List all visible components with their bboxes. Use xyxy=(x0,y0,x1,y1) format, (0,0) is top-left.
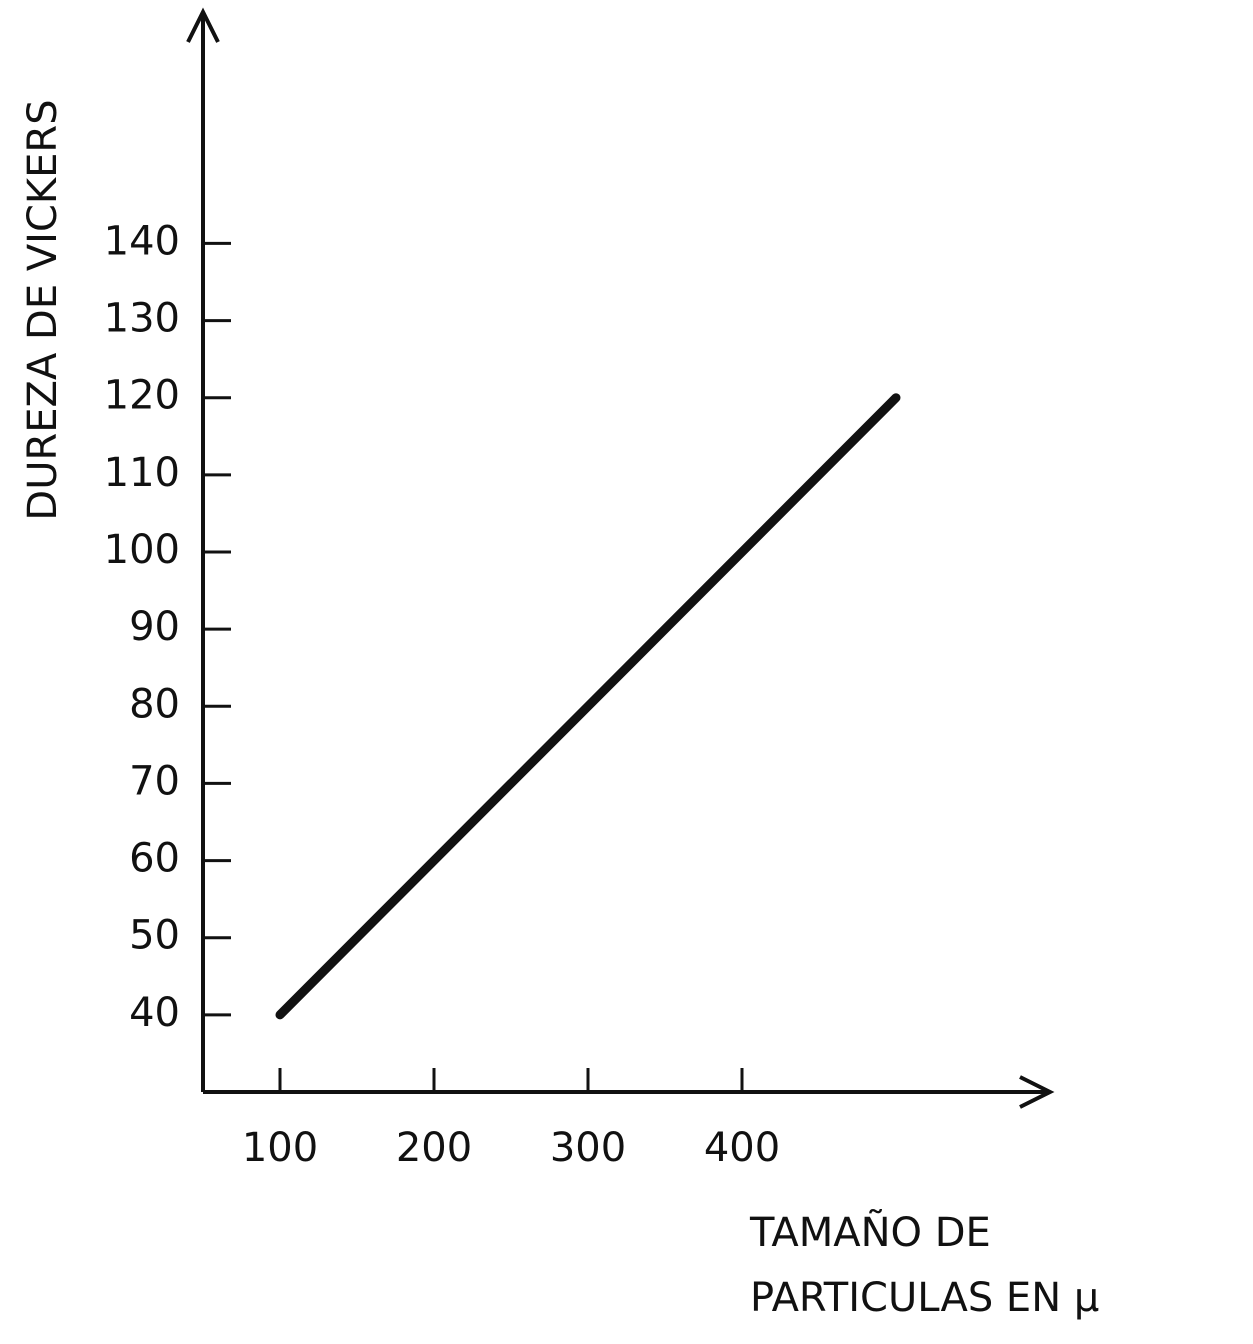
x-tick-label: 200 xyxy=(396,1125,472,1171)
y-tick-label: 140 xyxy=(104,218,180,264)
y-tick-label: 50 xyxy=(129,913,180,959)
x-axis-label: PARTICULAS EN μ xyxy=(750,1275,1099,1321)
y-tick-label: 110 xyxy=(104,450,180,496)
data-line xyxy=(275,393,901,1020)
y-axis-label: DUREZA DE VICKERS xyxy=(20,99,66,520)
y-tick-label: 40 xyxy=(129,990,180,1036)
x-tick-label: 300 xyxy=(550,1125,626,1171)
y-tick-label: 80 xyxy=(129,681,180,727)
y-tick-label: 90 xyxy=(129,604,180,650)
y-tick-label: 100 xyxy=(104,527,180,573)
y-tick-label: 130 xyxy=(104,296,180,342)
x-axis xyxy=(203,1075,1055,1109)
x-tick-label: 400 xyxy=(704,1125,780,1171)
y-tick-label: 60 xyxy=(129,836,180,882)
y-tick-label: 70 xyxy=(129,758,180,804)
x-tick-label: 100 xyxy=(242,1125,318,1171)
y-tick-label: 120 xyxy=(104,373,180,419)
x-axis-label: TAMAÑO DE xyxy=(749,1208,991,1256)
